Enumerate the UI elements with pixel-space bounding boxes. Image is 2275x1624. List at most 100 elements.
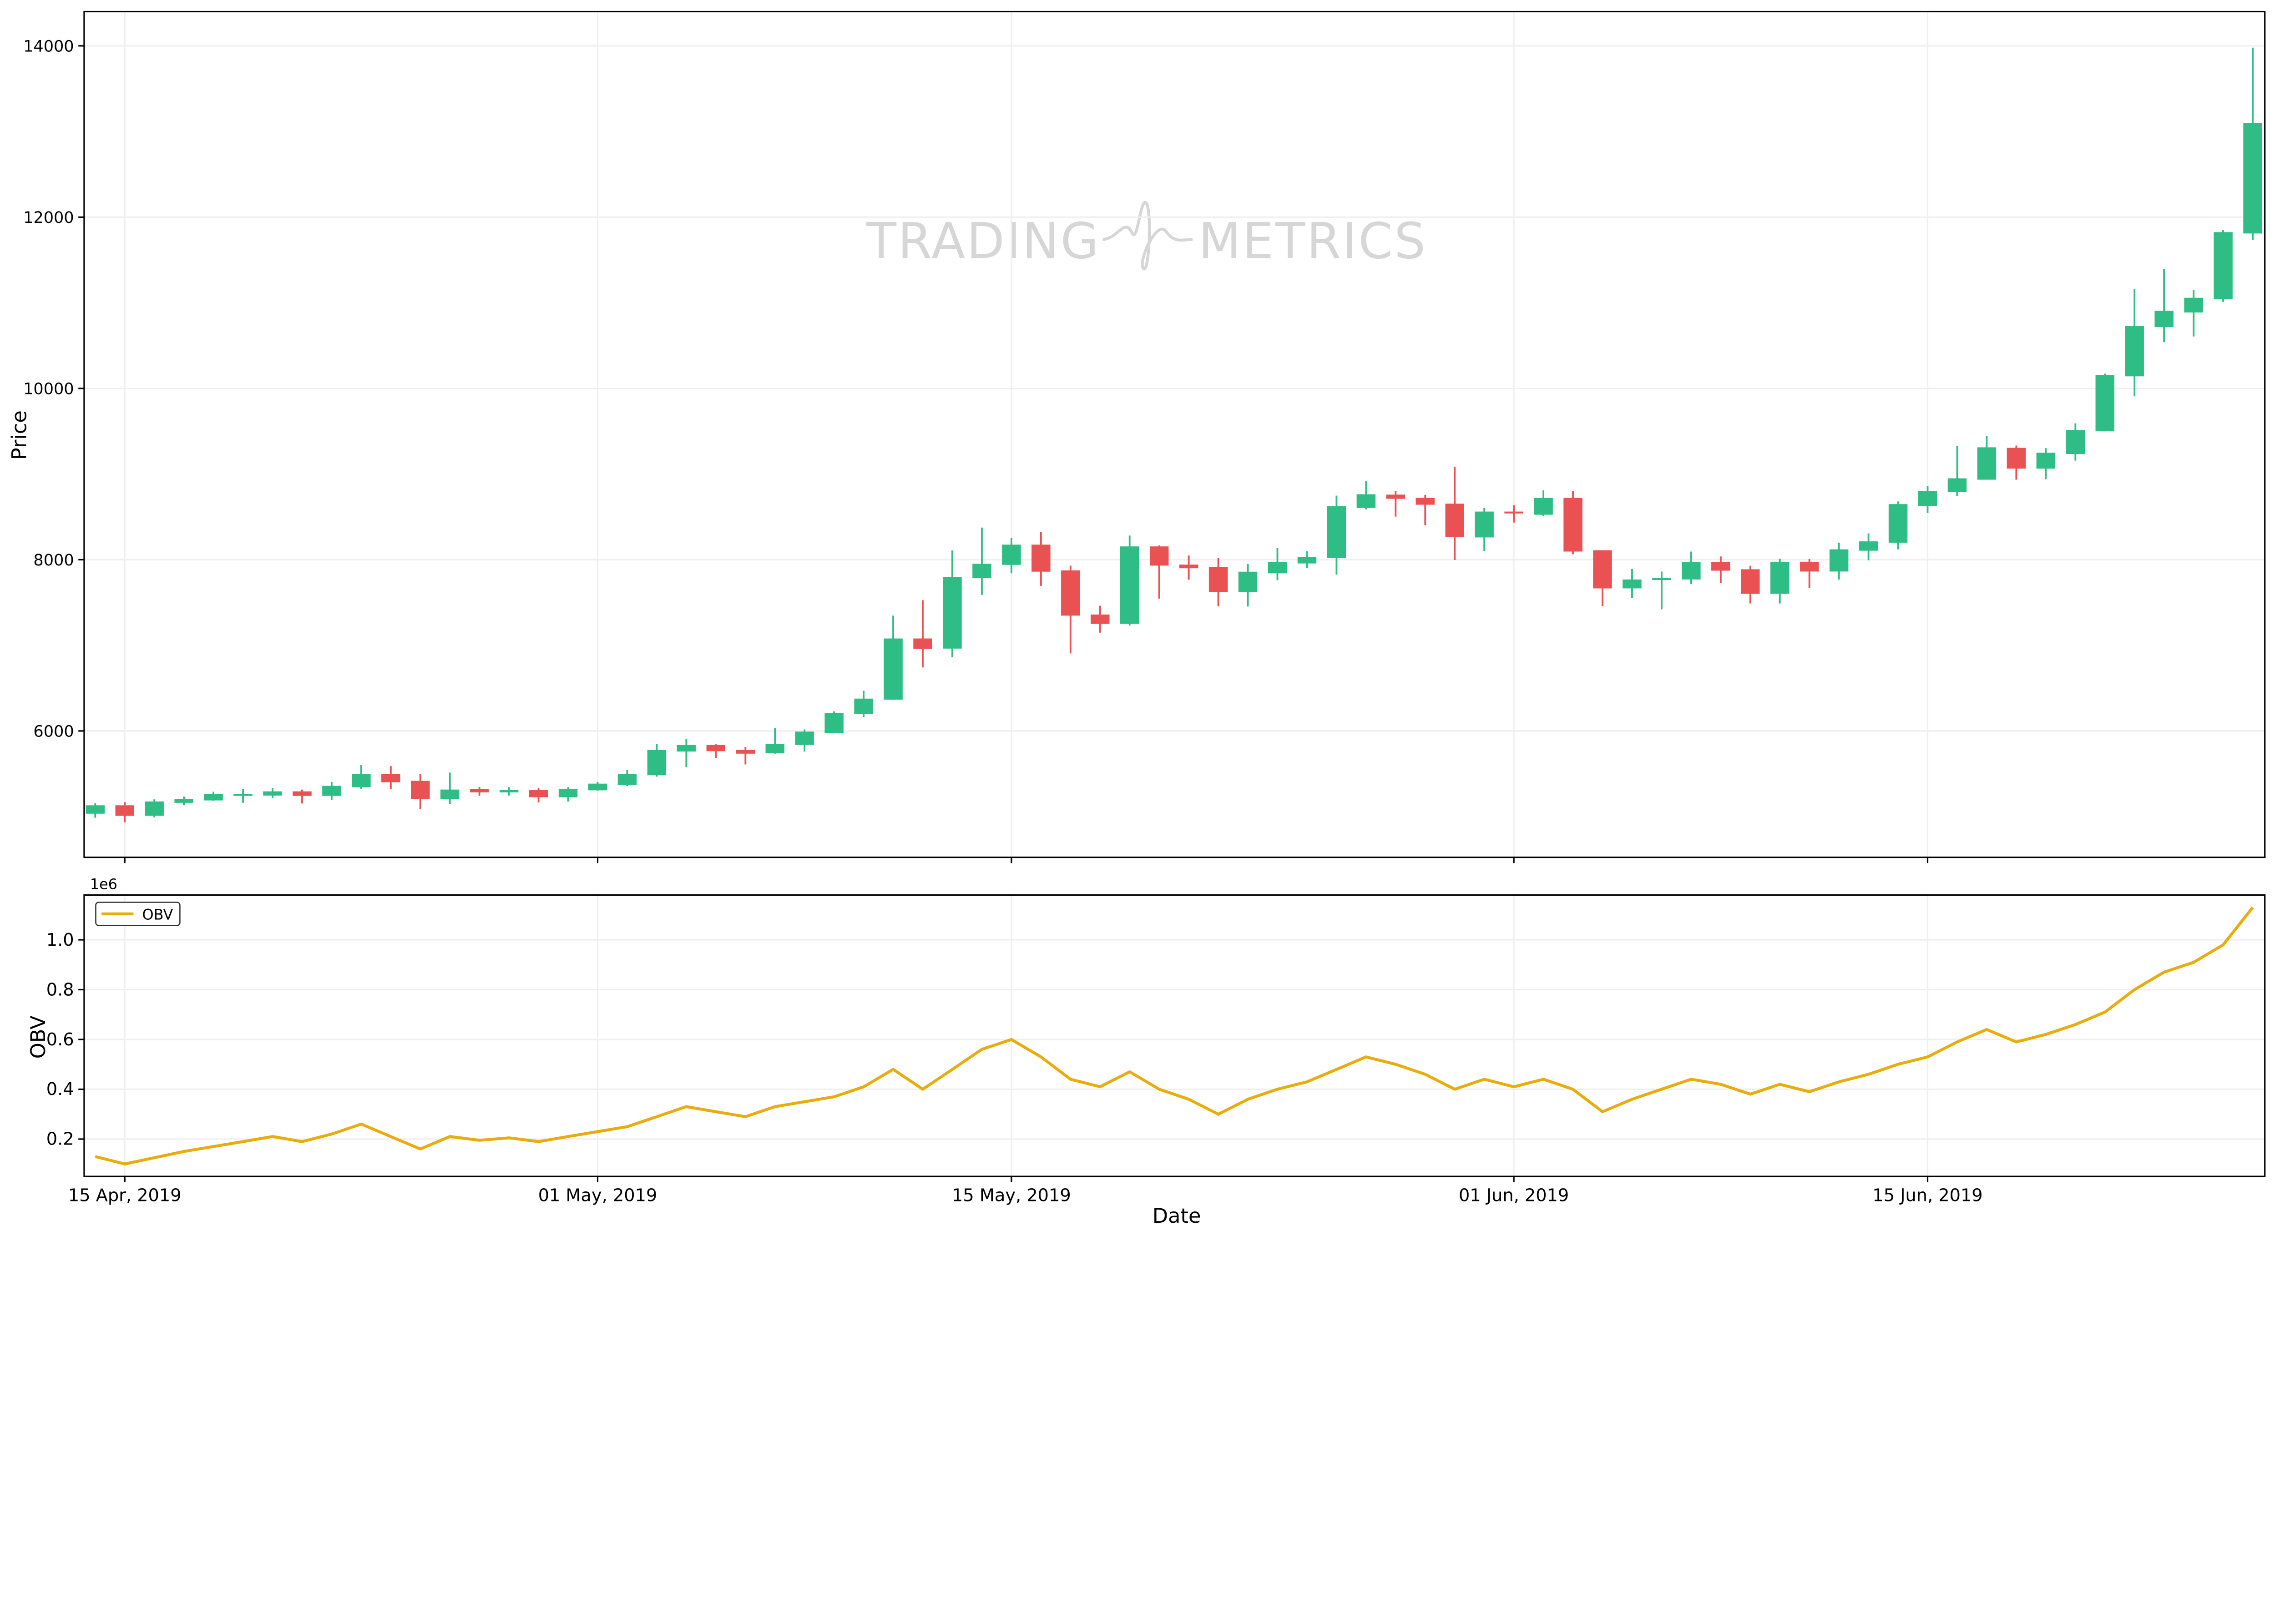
candle bbox=[647, 744, 667, 777]
candle-body bbox=[2095, 375, 2114, 432]
legend-box bbox=[95, 902, 181, 926]
price-y-tick-label: 14000 bbox=[23, 37, 74, 56]
candle bbox=[440, 772, 460, 804]
x-tick-label: 01 May, 2019 bbox=[538, 1185, 657, 1205]
candle bbox=[2007, 445, 2026, 480]
candle-body bbox=[1416, 498, 1435, 505]
candle-body bbox=[1002, 545, 1021, 565]
obv-y-tick-label: 0.6 bbox=[46, 1029, 74, 1050]
candle-body bbox=[1031, 545, 1051, 572]
candle-body bbox=[440, 789, 460, 799]
candle-body bbox=[322, 786, 341, 796]
candle-body bbox=[204, 794, 223, 801]
candle bbox=[1297, 551, 1317, 568]
obv-y-tick-label: 1.0 bbox=[46, 930, 74, 950]
candle bbox=[943, 550, 962, 657]
candle-body bbox=[706, 745, 726, 751]
candle bbox=[1593, 550, 1612, 606]
candle bbox=[2184, 290, 2203, 337]
candle-body bbox=[1327, 506, 1346, 558]
candle-body bbox=[1268, 562, 1287, 574]
candle bbox=[2095, 373, 2114, 432]
candle bbox=[1120, 535, 1139, 625]
candle-body bbox=[2184, 298, 2203, 313]
candle bbox=[1445, 467, 1464, 560]
obv-plot-frame bbox=[83, 894, 2266, 1177]
x-tick-label: 15 Jun, 2019 bbox=[1872, 1185, 1982, 1205]
candle bbox=[1800, 559, 1819, 588]
candle bbox=[1179, 555, 1198, 580]
candle-body bbox=[1475, 511, 1494, 538]
obv-line bbox=[95, 906, 2254, 1165]
candle-body bbox=[115, 805, 134, 816]
candle-body bbox=[795, 731, 814, 745]
candle-body bbox=[86, 805, 105, 814]
candles bbox=[86, 47, 2262, 822]
candle bbox=[1711, 556, 1730, 583]
candle bbox=[1386, 491, 1405, 517]
candle bbox=[1091, 605, 1110, 633]
candle bbox=[263, 787, 282, 798]
price-grid bbox=[84, 11, 2265, 857]
candle bbox=[1356, 481, 1376, 510]
candle-body bbox=[2243, 123, 2262, 234]
price-y-tick-label: 6000 bbox=[33, 722, 74, 741]
price-plot-frame bbox=[83, 10, 2266, 858]
candle-body bbox=[943, 577, 962, 649]
candle-body bbox=[470, 789, 489, 792]
candle bbox=[1859, 533, 1878, 561]
candle-body bbox=[499, 790, 519, 792]
candle bbox=[1652, 571, 1671, 610]
candle bbox=[884, 615, 903, 700]
candle-body bbox=[2066, 430, 2085, 454]
candle-body bbox=[1091, 614, 1110, 624]
candle bbox=[1563, 491, 1582, 555]
candle bbox=[381, 766, 400, 789]
candle bbox=[145, 799, 164, 818]
obv-legend: OBV bbox=[95, 902, 181, 926]
candle-body bbox=[2125, 326, 2144, 377]
candle-body bbox=[854, 698, 873, 714]
candle bbox=[795, 729, 814, 752]
candle bbox=[1208, 558, 1228, 606]
candle bbox=[2214, 230, 2233, 302]
obv-axes: 0.2 0.4 0.6 0.8 1.0 15 Apr, 2019 01 May, 2019 1… bbox=[46, 930, 1983, 1206]
candle-body bbox=[1947, 478, 1967, 492]
x-tick-label: 01 Jun, 2019 bbox=[1459, 1185, 1569, 1205]
price-y-tick-label: 12000 bbox=[23, 208, 74, 227]
price-axes: 6000 8000 10000 12000 14000 bbox=[23, 37, 1929, 863]
candle-body bbox=[558, 789, 578, 797]
candle bbox=[1888, 501, 1908, 550]
obv-grid bbox=[84, 895, 2265, 1177]
candle-body bbox=[884, 638, 903, 700]
candle-body bbox=[1623, 579, 1642, 589]
candle-body bbox=[1652, 578, 1671, 580]
candle bbox=[293, 789, 312, 804]
obv-y-tick-label: 0.8 bbox=[46, 979, 74, 1000]
candle bbox=[1238, 564, 1258, 607]
candle-body bbox=[529, 790, 548, 797]
candle bbox=[470, 787, 489, 796]
candle-body bbox=[1297, 556, 1317, 564]
watermark-logo: TRADING METRICS bbox=[866, 201, 1427, 271]
candle bbox=[499, 787, 519, 796]
x-tick-label: 15 May, 2019 bbox=[952, 1185, 1071, 1205]
candle bbox=[1031, 531, 1051, 586]
candle-body bbox=[1149, 546, 1169, 566]
candle bbox=[2125, 289, 2144, 397]
candle-body bbox=[647, 750, 667, 776]
candle-body bbox=[1534, 498, 1553, 515]
candle bbox=[854, 691, 873, 717]
watermark-text-right: METRICS bbox=[1198, 212, 1427, 270]
candle-body bbox=[2214, 232, 2233, 299]
candle bbox=[1149, 545, 1169, 599]
candle bbox=[2154, 269, 2174, 343]
candle-body bbox=[1829, 549, 1849, 572]
obv-y-label: OBV bbox=[26, 1015, 50, 1059]
candle bbox=[617, 770, 637, 787]
candle bbox=[736, 747, 755, 765]
candlestick-obv-chart: TRADING METRICS 60008000100001200014000 … bbox=[7, 10, 2266, 1228]
candle-body bbox=[972, 564, 991, 578]
candle-body bbox=[381, 774, 400, 782]
price-y-label: Price bbox=[7, 410, 31, 460]
